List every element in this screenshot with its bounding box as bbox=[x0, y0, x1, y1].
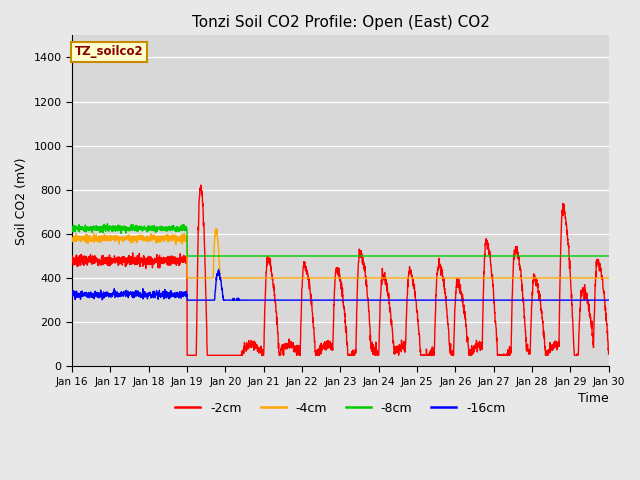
Title: Tonzi Soil CO2 Profile: Open (East) CO2: Tonzi Soil CO2 Profile: Open (East) CO2 bbox=[191, 15, 490, 30]
Text: TZ_soilco2: TZ_soilco2 bbox=[75, 45, 143, 58]
X-axis label: Time: Time bbox=[578, 392, 609, 405]
Y-axis label: Soil CO2 (mV): Soil CO2 (mV) bbox=[15, 157, 28, 245]
Legend: -2cm, -4cm, -8cm, -16cm: -2cm, -4cm, -8cm, -16cm bbox=[170, 396, 511, 420]
